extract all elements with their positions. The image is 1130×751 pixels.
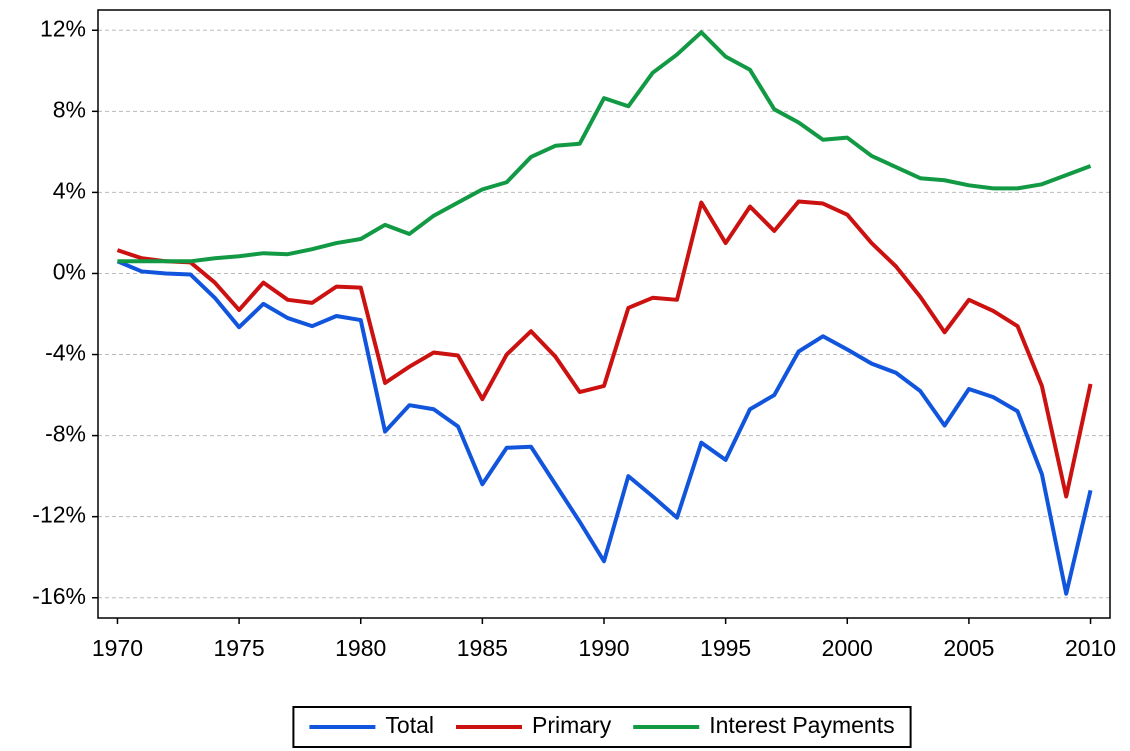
- x-tick-label: 2005: [943, 635, 994, 661]
- y-tick-label: 4%: [53, 177, 86, 203]
- y-tick-label: -4%: [45, 340, 86, 366]
- legend-label: Primary: [532, 712, 612, 738]
- x-tick-label: 2010: [1065, 635, 1116, 661]
- series-line: [116, 199, 1093, 499]
- x-tick-label: 1995: [700, 635, 751, 661]
- y-tick-label: -12%: [32, 502, 86, 528]
- y-tick-label: -16%: [32, 583, 86, 609]
- y-tick-label: 8%: [53, 96, 86, 122]
- y-tick-label: 0%: [53, 259, 86, 285]
- legend: Total Primary Interest Payments: [292, 706, 912, 748]
- x-tick-label: 1970: [92, 635, 143, 661]
- series-line: [117, 30, 1092, 264]
- legend-box: [292, 706, 912, 748]
- x-tick-label: 1985: [457, 635, 508, 661]
- legend-label: Interest Payments: [709, 712, 894, 738]
- plot-frame: [97, 9, 1111, 619]
- series-line: [116, 259, 1093, 596]
- legend-label: Total: [385, 712, 434, 738]
- x-tick-label: 1980: [335, 635, 386, 661]
- x-tick-label: 2000: [822, 635, 873, 661]
- x-tick-label: 1975: [214, 635, 265, 661]
- y-tick-label: 12%: [40, 15, 86, 41]
- y-tick-label: -8%: [45, 421, 86, 447]
- x-tick-label: 1990: [578, 635, 629, 661]
